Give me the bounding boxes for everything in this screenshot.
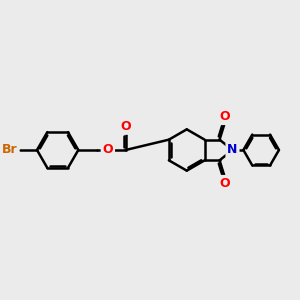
Text: O: O <box>219 177 230 190</box>
Text: O: O <box>219 110 230 123</box>
Text: N: N <box>227 143 238 157</box>
Text: O: O <box>120 120 131 133</box>
Text: O: O <box>103 143 113 157</box>
Text: Br: Br <box>2 143 17 157</box>
